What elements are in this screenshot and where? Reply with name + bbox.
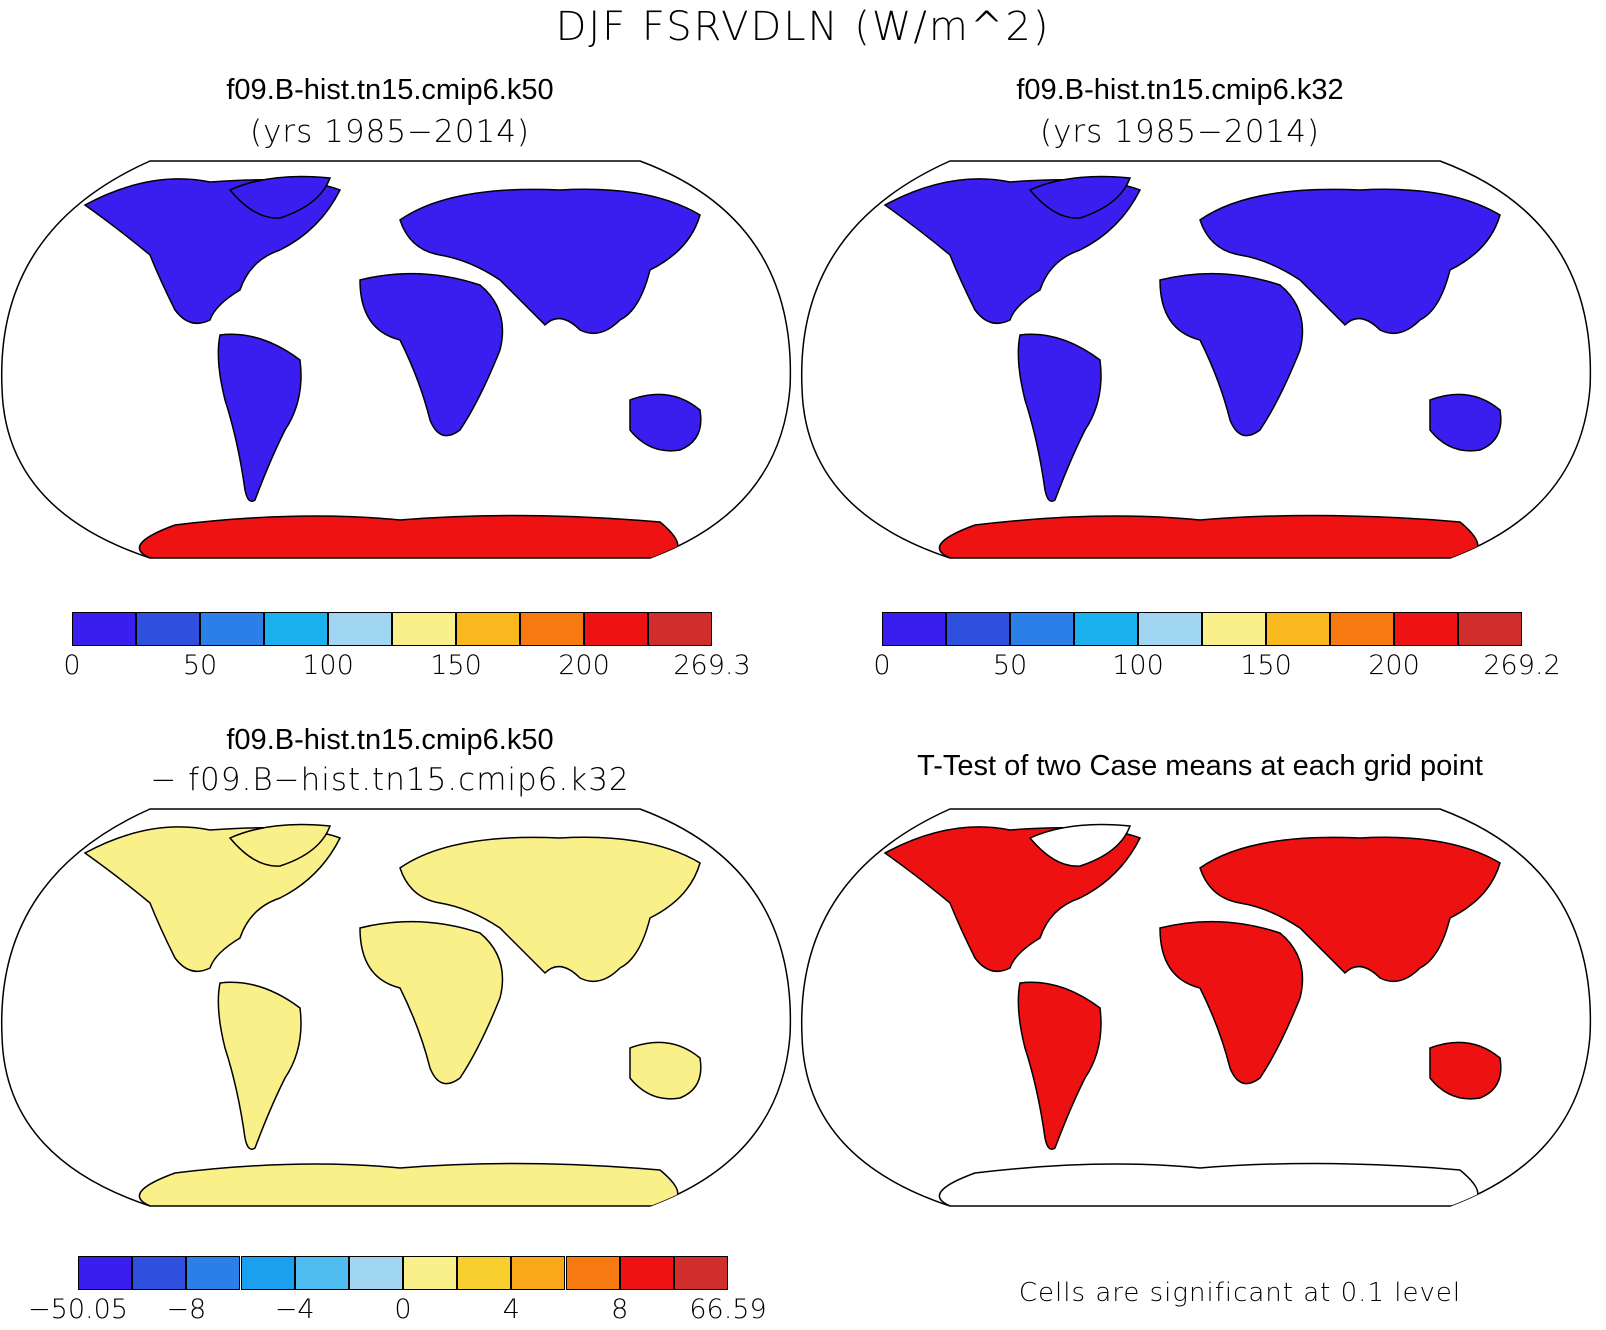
colorbar-swatch: [619, 1256, 674, 1290]
colorbar-swatch: [78, 1256, 133, 1290]
greenland: [228, 823, 332, 867]
figure-title: DJF FSRVDLN (W/m^2): [555, 4, 1051, 50]
colorbar-swatch: [136, 612, 200, 646]
colorbar-swatch: [1202, 612, 1266, 646]
australia: [1429, 1041, 1502, 1100]
eurasia: [399, 188, 701, 335]
antarctica: [138, 514, 679, 558]
colorbar-tick-label: 0: [63, 650, 81, 681]
map-top-right: [800, 160, 1592, 559]
colorbar-swatch: [392, 612, 456, 646]
colorbar-swatch: [264, 612, 328, 646]
greenland: [1028, 175, 1132, 219]
colorbar-swatch: [1394, 612, 1458, 646]
colorbar-tick-label: 200: [1368, 650, 1420, 681]
colorbar-swatch: [648, 612, 712, 646]
map-top-left: [0, 160, 792, 559]
colorbar-tick-label: 50: [992, 650, 1028, 681]
colorbar-swatch: [132, 1256, 187, 1290]
australia: [629, 1041, 702, 1100]
colorbar-tick-label: 4: [502, 1294, 520, 1325]
colorbar-tick-label: 0: [394, 1294, 412, 1325]
bottom-left-subtitle: − f09.B−hist.tn15.cmip6.k32: [150, 762, 630, 798]
colorbar-swatch: [673, 1256, 728, 1290]
colorbar-swatch: [946, 612, 1010, 646]
eurasia: [399, 836, 701, 983]
colorbar-swatch: [186, 1256, 241, 1290]
colorbar-tick-label: 269.2: [1483, 650, 1561, 681]
australia: [629, 393, 702, 452]
colorbar-tick-label: −4: [274, 1294, 315, 1325]
africa: [359, 272, 504, 437]
colorbar-tick-label: −8: [166, 1294, 207, 1325]
colorbar-swatch: [72, 612, 136, 646]
colorbar-tick-label: 269.3: [673, 650, 751, 681]
africa: [359, 920, 504, 1085]
colorbar-tick-label: 100: [302, 650, 354, 681]
south-america: [1017, 981, 1102, 1150]
colorbar-swatch: [403, 1256, 458, 1290]
colorbar-swatch: [294, 1256, 349, 1290]
colorbar-swatch: [565, 1256, 620, 1290]
colorbar-swatch: [1330, 612, 1394, 646]
colorbar-swatch: [882, 612, 946, 646]
colorbar-top-left: 0 50 100 150 200 269.3: [63, 612, 751, 686]
colorbar-swatch: [348, 1256, 403, 1290]
colorbar-swatch: [584, 612, 648, 646]
colorbar-tick-label: −50.05: [28, 1294, 128, 1325]
colorbar-swatch: [457, 1256, 512, 1290]
colorbar-tick-label: 100: [1112, 650, 1164, 681]
africa: [1159, 272, 1304, 437]
eurasia: [1199, 188, 1501, 335]
greenland: [228, 175, 332, 219]
colorbar-tick-label: 50: [182, 650, 218, 681]
antarctica: [138, 1162, 679, 1206]
colorbar-swatch: [1074, 612, 1138, 646]
colorbar-swatch: [240, 1256, 295, 1290]
australia: [1429, 393, 1502, 452]
antarctica: [938, 514, 1479, 558]
bottom-left-title: f09.B-hist.tn15.cmip6.k50: [226, 724, 554, 756]
south-america: [217, 981, 302, 1150]
significance-note: Cells are significant at 0.1 level: [1018, 1278, 1462, 1308]
colorbar-swatch: [1138, 612, 1202, 646]
top-left-subtitle: (yrs 1985−2014): [249, 114, 531, 150]
bottom-right-title: T-Test of two Case means at each grid po…: [917, 750, 1483, 782]
eurasia: [1199, 836, 1501, 983]
colorbar-bottom-left: −50.05 −8 −4 0 4 8 66.59: [28, 1256, 767, 1330]
colorbar-tick-label: 200: [558, 650, 610, 681]
map-bottom-right: [800, 808, 1592, 1207]
africa: [1159, 920, 1304, 1085]
colorbar-swatch: [520, 612, 584, 646]
colorbar-tick-label: 0: [873, 650, 891, 681]
colorbar-tick-label: 8: [611, 1294, 629, 1325]
south-america: [1017, 333, 1102, 502]
colorbar-tick-label: 150: [430, 650, 482, 681]
antarctica: [938, 1162, 1479, 1206]
top-right-subtitle: (yrs 1985−2014): [1039, 114, 1321, 150]
colorbar-swatch: [1266, 612, 1330, 646]
south-america: [217, 333, 302, 502]
greenland: [1028, 823, 1132, 867]
top-right-title: f09.B-hist.tn15.cmip6.k32: [1016, 74, 1344, 106]
colorbar-swatch: [511, 1256, 566, 1290]
map-bottom-left: [0, 808, 792, 1207]
colorbar-swatch: [1010, 612, 1074, 646]
colorbar-swatch: [200, 612, 264, 646]
colorbar-swatch: [328, 612, 392, 646]
colorbar-swatch: [456, 612, 520, 646]
colorbar-tick-label: 150: [1240, 650, 1292, 681]
colorbar-swatch: [1458, 612, 1522, 646]
top-left-title: f09.B-hist.tn15.cmip6.k50: [226, 74, 554, 106]
colorbar-top-right: 0 50 100 150 200 269.2: [873, 612, 1561, 686]
colorbar-tick-label: 66.59: [689, 1294, 767, 1325]
